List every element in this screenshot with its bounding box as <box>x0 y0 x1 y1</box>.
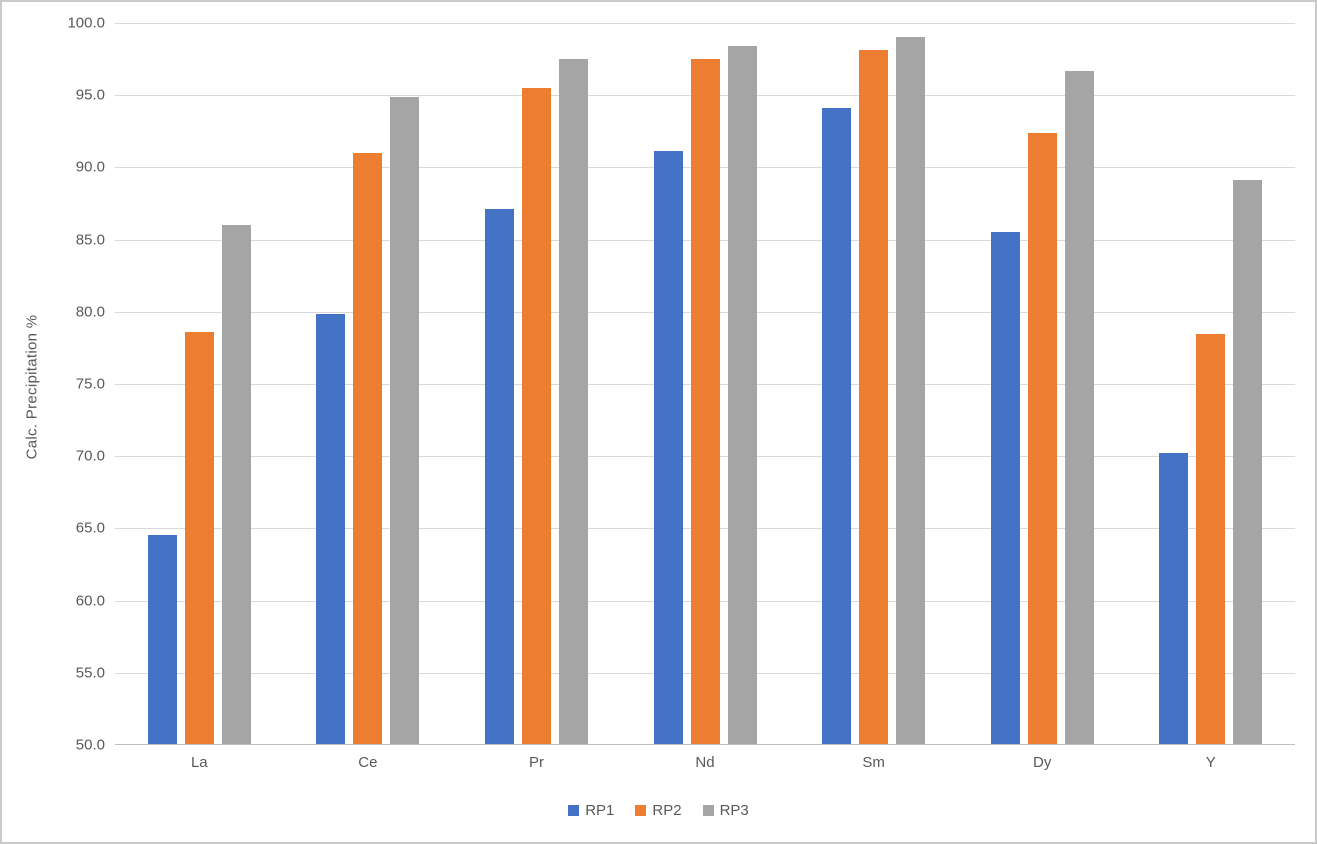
bar-group-pr <box>452 23 621 744</box>
bar-group-y <box>1126 23 1295 744</box>
x-axis-label-nd: Nd <box>695 754 715 771</box>
legend-item-rp1: RP1 <box>568 802 614 819</box>
bar-rp2-pr <box>521 87 551 744</box>
legend-swatch-rp3 <box>702 805 714 816</box>
y-tick-label: 100.0 <box>67 14 105 32</box>
x-axis-label-la: La <box>190 754 208 771</box>
x-axis-label-y: Y <box>1205 754 1216 771</box>
y-tick-label: 95.0 <box>75 86 105 104</box>
gridline <box>115 23 1295 24</box>
x-axis-label-sm: Sm <box>862 754 885 771</box>
bar-group-nd <box>621 23 790 744</box>
bar-rp1-dy <box>990 232 1020 744</box>
y-tick-label: 90.0 <box>75 158 105 176</box>
x-axis-label-pr: Pr <box>528 754 544 771</box>
bar-groups <box>115 23 1295 744</box>
bar-rp3-la <box>221 224 251 744</box>
legend-item-rp2: RP2 <box>635 802 682 819</box>
x-axis-label-ce: Ce <box>358 754 378 771</box>
y-tick-label: 70.0 <box>75 447 105 465</box>
bar-rp1-sm <box>822 108 852 744</box>
bar-rp2-nd <box>690 59 720 744</box>
y-tick-label: 55.0 <box>75 664 105 682</box>
y-tick-label: 75.0 <box>75 375 105 393</box>
bar-rp3-dy <box>1064 70 1094 744</box>
x-axis-labels: La Ce Pr Nd Sm Dy Y <box>115 754 1295 771</box>
bar-rp2-dy <box>1027 132 1057 744</box>
bar-rp2-sm <box>859 50 889 744</box>
bar-rp3-y <box>1233 180 1263 744</box>
bar-rp3-pr <box>558 59 588 744</box>
bar-rp3-nd <box>727 46 757 744</box>
y-tick-label: 50.0 <box>75 736 105 754</box>
legend-label-rp3: RP3 <box>719 802 749 819</box>
bar-group-sm <box>789 23 958 744</box>
bar-rp2-la <box>184 331 214 744</box>
bar-rp1-nd <box>653 151 683 744</box>
bar-group-dy <box>958 23 1127 744</box>
y-axis-ticks: 50.0 55.0 60.0 65.0 70.0 75.0 80.0 85.0 90.0 95.0… <box>2 15 105 754</box>
legend: RP1 RP2 RP3 <box>2 802 1315 819</box>
legend-item-rp3: RP3 <box>702 802 749 819</box>
bar-rp3-ce <box>390 96 420 744</box>
bar-rp1-y <box>1159 452 1189 744</box>
bar-group-la <box>115 23 284 744</box>
y-tick-label: 80.0 <box>75 303 105 321</box>
bar-rp1-ce <box>316 314 346 744</box>
legend-swatch-rp1 <box>568 805 580 816</box>
bar-rp2-ce <box>353 152 383 744</box>
y-tick-label: 60.0 <box>75 592 105 610</box>
legend-label-rp2: RP2 <box>652 802 682 819</box>
x-axis-label-dy: Dy <box>1033 754 1052 771</box>
legend-label-rp1: RP1 <box>585 802 615 819</box>
bar-group-ce <box>284 23 453 744</box>
bar-rp3-sm <box>896 37 926 744</box>
bar-rp1-la <box>147 534 177 744</box>
y-tick-label: 85.0 <box>75 231 105 249</box>
legend-swatch-rp2 <box>635 805 647 816</box>
bar-rp2-y <box>1196 334 1226 744</box>
plot-area <box>115 23 1295 745</box>
y-tick-label: 65.0 <box>75 519 105 537</box>
bar-rp1-pr <box>484 209 514 744</box>
